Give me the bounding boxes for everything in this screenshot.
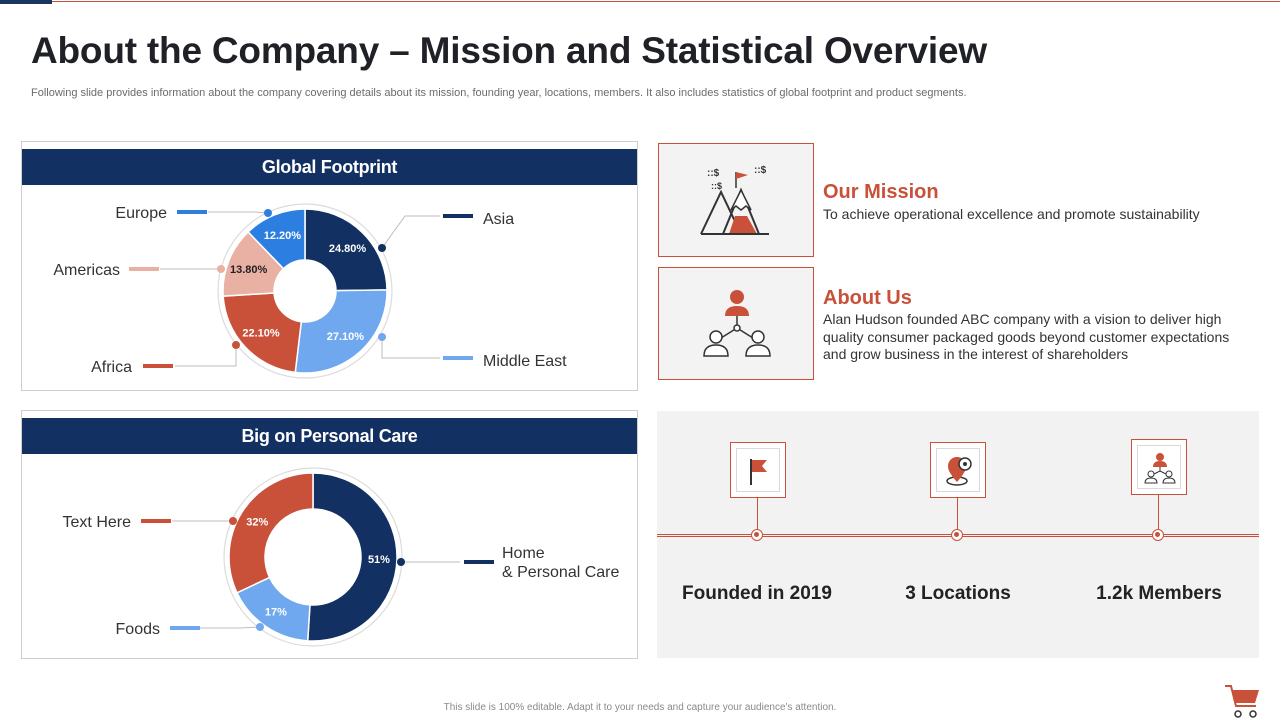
global-legend-swatch-americas [129,267,159,271]
personal-care-leader-dot-text-here [229,517,237,525]
global-leader-dot-middle-east [378,333,386,341]
personal-care-legend-swatch-foods [170,626,200,630]
global-leader-dot-asia [378,244,386,252]
stat-founded-icon-box [730,442,786,498]
svg-text:::$: ::$ [754,165,767,176]
global-legend-label-middle-east: Middle East [483,353,567,370]
top-rule-accent [0,0,52,4]
global-leader-dot-europe [264,209,272,217]
global-data-label-asia: 24.80% [329,243,367,255]
mission-icon-box: ::$ ::$ ::$ [658,143,814,257]
global-leader-dot-africa [232,341,240,349]
personal-care-slice-home-and-personal-care [306,472,398,642]
mission-text: To achieve operational excellence and pr… [823,206,1200,222]
global-leader-middle-east [381,337,440,359]
global-leader-europe [208,211,269,214]
stat-locations-dot [951,529,963,541]
location-pin-icon [946,457,972,486]
global-legend-swatch-europe [177,210,207,214]
global-outer-ring [217,203,393,379]
stat-members-label: 1.2k Members [1096,583,1222,604]
global-data-label-americas: 13.80% [230,264,268,276]
about-text: Alan Hudson founded ABC company with a v… [823,311,1230,362]
svg-text:::$: ::$ [711,181,722,191]
global-legend-label-asia: Asia [483,211,514,228]
stat-locations-label: 3 Locations [905,583,1011,604]
team-network-icon [703,290,771,357]
personal-care-data-label-home-and-personal-care: 51% [368,554,390,566]
personal-care-title: Big on Personal Care [22,418,637,454]
mission-title: Our Mission [823,181,939,203]
stat-members-icon-box [1131,439,1187,495]
personal-care-legend-label-text-here: Text Here [63,514,132,531]
flag-icon [750,459,767,485]
stat-locations-stem [957,498,958,530]
global-data-label-middle-east: 27.10% [327,331,365,343]
mountain-flag-icon: ::$ ::$ ::$ [700,165,769,235]
team-icon [1144,453,1176,484]
personal-care-legend-swatch-home-and-personal-care [464,560,494,564]
personal-care-leader-foods [200,626,261,629]
personal-care-slice-text-here [228,472,314,594]
global-legend-label-europe: Europe [115,205,167,222]
svg-text:::$: ::$ [707,168,720,179]
personal-care-legend-label-home-and-personal-care-1: Home [502,545,545,562]
global-legend-label-africa: Africa [91,359,132,376]
global-leader-asia [381,215,440,249]
personal-care-leader-dot-home-and-personal-care [397,558,405,566]
stat-founded-stem [757,498,758,530]
personal-care-legend-swatch-text-here [141,519,171,523]
personal-care-data-label-foods: 17% [265,607,287,619]
about-title: About Us [823,287,912,309]
global-footprint-panel: Global Footprint [21,141,638,391]
global-footprint-title: Global Footprint [22,149,637,185]
personal-care-leader-dot-foods [256,623,264,631]
shopping-cart-icon [1225,685,1259,718]
global-data-label-africa: 22.10% [242,328,280,340]
stat-members-stem [1158,495,1159,530]
global-data-label-europe: 12.20% [264,230,302,242]
personal-care-legend-label-home-and-personal-care-2: & Personal Care [502,564,619,581]
stat-locations-icon-box [930,442,986,498]
global-slice-africa [222,292,303,374]
personal-care-outer-ring [223,467,403,647]
personal-care-legend-label-foods: Foods [116,621,160,638]
about-icon-box [658,267,814,380]
page-subtitle: Following slide provides information abo… [31,87,967,99]
stat-founded-label: Founded in 2019 [682,583,832,604]
global-leader-africa [175,345,237,367]
stat-founded-dot [751,529,763,541]
global-slice-europe [247,208,306,270]
global-legend-swatch-middle-east [443,356,473,360]
global-legend-label-americas: Americas [53,262,120,279]
global-slice-middle-east [294,289,388,374]
stat-members-dot [1152,529,1164,541]
global-leader-dot-americas [217,265,225,273]
footer-note: This slide is 100% editable. Adapt it to… [443,702,837,713]
global-slice-asia [304,208,388,292]
global-legend-swatch-africa [143,364,173,368]
top-rule-line [52,1,1280,2]
top-rule [0,0,1280,4]
global-legend-swatch-asia [443,214,473,218]
personal-care-data-label-text-here: 32% [246,517,268,529]
page-title: About the Company – Mission and Statisti… [31,30,987,71]
